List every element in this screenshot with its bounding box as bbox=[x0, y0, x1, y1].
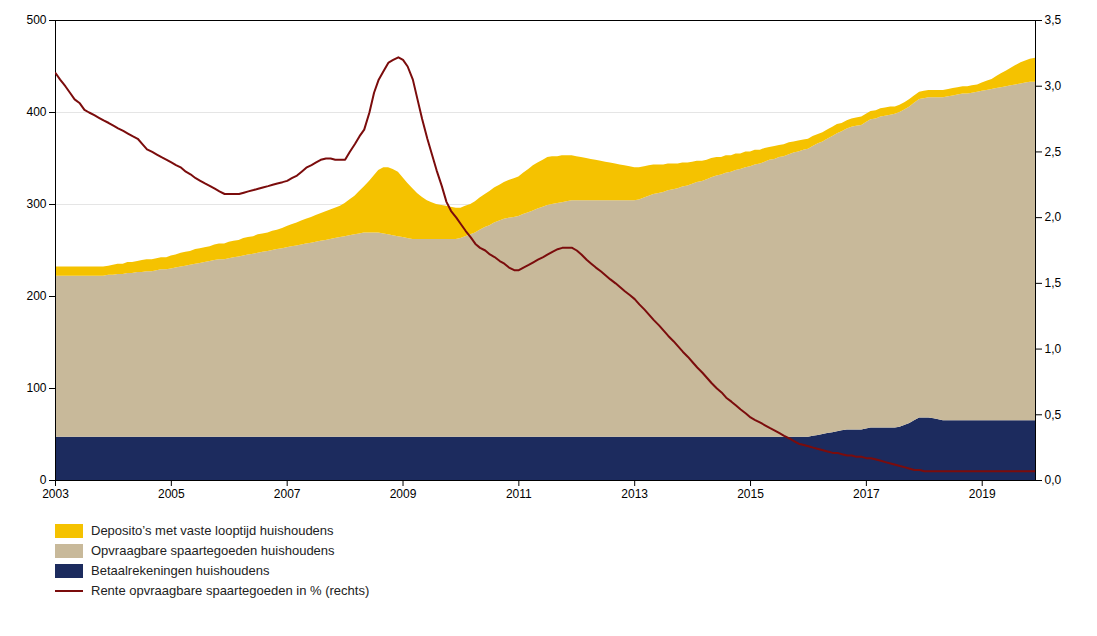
svg-text:3,5: 3,5 bbox=[1045, 13, 1062, 27]
svg-text:2,0: 2,0 bbox=[1045, 210, 1062, 224]
svg-text:0: 0 bbox=[40, 473, 47, 487]
svg-text:2017: 2017 bbox=[853, 487, 880, 501]
svg-text:2,5: 2,5 bbox=[1045, 145, 1062, 159]
html-text:Rente opvraagbare spaartegoede: Rente opvraagbare spaartegoeden in % (re… bbox=[91, 583, 370, 598]
svg-text:2003: 2003 bbox=[42, 487, 69, 501]
html-text:Opvraagbare spaartegoeden huis: Opvraagbare spaartegoeden huishoudens bbox=[91, 543, 335, 558]
svg-text:2005: 2005 bbox=[158, 487, 185, 501]
svg-text:0,5: 0,5 bbox=[1045, 408, 1062, 422]
html-text:Betaalrekeningen huishoudens: Betaalrekeningen huishoudens bbox=[91, 563, 270, 578]
svg-text:400: 400 bbox=[26, 105, 46, 119]
svg-text:0,0: 0,0 bbox=[1045, 473, 1062, 487]
svg-text:2019: 2019 bbox=[969, 487, 996, 501]
html-text:Deposito’s met vaste looptijd: Deposito’s met vaste looptijd huishouden… bbox=[91, 523, 334, 538]
svg-text:200: 200 bbox=[26, 289, 46, 303]
svg-text:2007: 2007 bbox=[274, 487, 301, 501]
svg-text:3,0: 3,0 bbox=[1045, 79, 1062, 93]
svg-text:2009: 2009 bbox=[390, 487, 417, 501]
svg-text:2015: 2015 bbox=[737, 487, 764, 501]
svg-text:2013: 2013 bbox=[621, 487, 648, 501]
svg-text:100: 100 bbox=[26, 381, 46, 395]
svg-text:1,0: 1,0 bbox=[1045, 342, 1062, 356]
svg-text:2011: 2011 bbox=[506, 487, 532, 501]
svg-text:300: 300 bbox=[26, 197, 46, 211]
svg-text:1,5: 1,5 bbox=[1045, 276, 1062, 290]
svg-text:500: 500 bbox=[26, 13, 46, 27]
